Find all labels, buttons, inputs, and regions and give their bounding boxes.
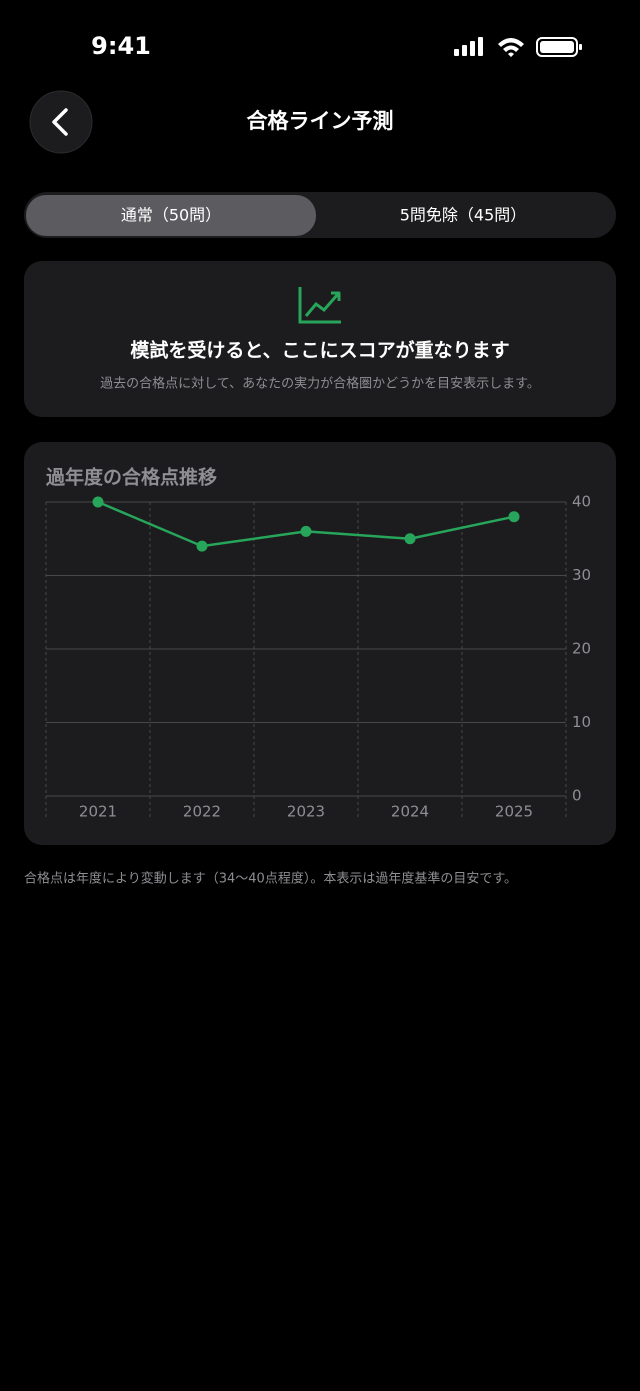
y-tick-label: 30 (572, 566, 591, 584)
tab[interactable]: 5問免除（45問） (400, 206, 527, 225)
tab-label: 5問免除（45問） (400, 206, 527, 225)
info-heading: 模試を受けると、ここにスコアが重なります (130, 339, 509, 362)
x-tick-label: 2024 (391, 803, 429, 821)
back-button[interactable] (29, 90, 93, 154)
info-card (24, 261, 616, 417)
point (508, 511, 520, 523)
x-tick-label: 2023 (287, 803, 325, 821)
status-time: 9:41 (91, 32, 151, 60)
tab-label: 通常（50問） (121, 206, 221, 225)
page-title: 合格ライン予測 (247, 109, 394, 133)
chart-card (24, 442, 616, 845)
x-tick-label: 2021 (79, 803, 117, 821)
info-text: 過去の合格点に対して、あなたの実力が合格圏かどうかを目安表示します。 (100, 376, 540, 392)
chart-title: 過年度の合格点推移 (46, 466, 217, 489)
footnote: 合格点は年度により変動します（34〜40点程度）。本表示は過年度基準の目安です。 (24, 871, 517, 887)
x-tick-label: 2025 (495, 803, 533, 821)
x-tick-label: 2022 (183, 803, 221, 821)
tab[interactable]: 通常（50問） (26, 195, 316, 236)
y-tick-label: 10 (572, 713, 591, 731)
y-tick-label: 40 (572, 493, 591, 511)
chart-icon (298, 287, 341, 324)
y-tick-label: 20 (572, 640, 591, 658)
y-tick-label: 0 (572, 787, 582, 805)
status-icons (454, 37, 582, 57)
point (300, 525, 312, 537)
point (404, 533, 416, 545)
point (196, 540, 208, 552)
tab-selected-bg (26, 195, 316, 236)
point (92, 496, 104, 508)
